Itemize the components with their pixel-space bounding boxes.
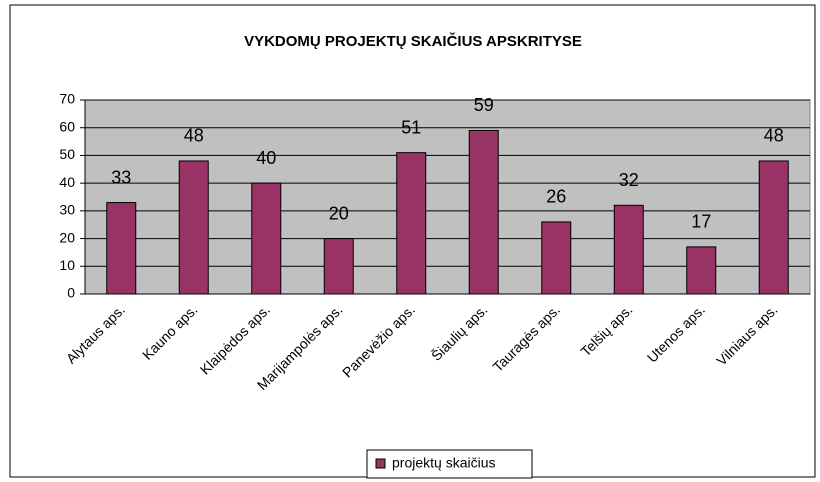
data-label: 33 (111, 167, 131, 187)
legend-label: projektų skaičius (392, 455, 496, 471)
bar (758, 160, 789, 295)
bar (251, 182, 282, 295)
data-label: 48 (764, 126, 784, 146)
bar (396, 152, 427, 295)
y-tick-label: 20 (59, 229, 75, 245)
y-tick-label: 70 (59, 91, 75, 107)
bar (106, 202, 137, 295)
y-tick-label: 30 (59, 202, 75, 218)
legend-swatch (375, 458, 386, 469)
data-label: 20 (329, 203, 349, 223)
data-label: 17 (691, 212, 711, 232)
data-label: 32 (619, 170, 639, 190)
bar (541, 221, 572, 295)
y-tick-label: 40 (59, 174, 75, 190)
chart-title: VYKDOMŲ PROJEKTŲ SKAIČIUS APSKRITYSE (244, 32, 582, 50)
y-tick-label: 50 (59, 146, 75, 162)
legend-box (366, 449, 533, 479)
data-label: 48 (184, 126, 204, 146)
bar (613, 204, 644, 295)
data-label: 40 (256, 148, 276, 168)
bar (323, 238, 354, 295)
data-label: 59 (474, 95, 494, 115)
y-tick-label: 60 (59, 118, 75, 134)
y-tick-label: 0 (67, 285, 75, 301)
data-label: 51 (401, 117, 421, 137)
y-tick-label: 10 (59, 257, 75, 273)
data-label: 26 (546, 187, 566, 207)
bar (178, 160, 209, 295)
bar (468, 129, 499, 295)
bar (686, 246, 717, 295)
